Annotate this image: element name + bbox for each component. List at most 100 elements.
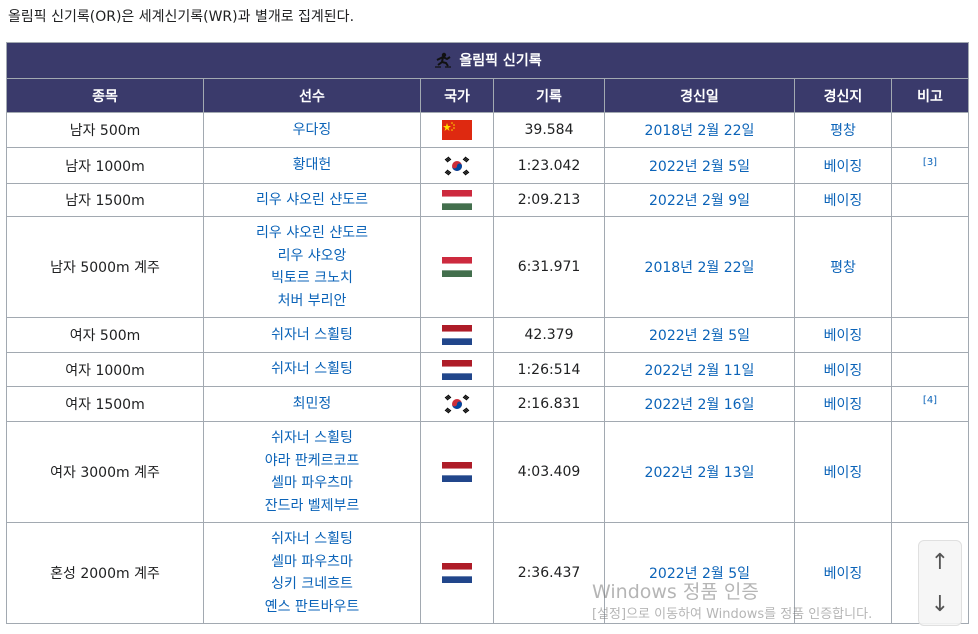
event-cell: 남자 1000m (6, 147, 204, 184)
athlete-cell: 황대헌 (203, 147, 421, 184)
reference-link[interactable]: [3] (922, 156, 938, 168)
note-cell: [3] (890, 147, 970, 184)
athlete-link[interactable]: 싱키 크네흐트 (271, 576, 353, 592)
date-link[interactable]: 2022년 2월 13일 (644, 465, 755, 481)
athlete-link[interactable]: 셀마 파우츠마 (271, 475, 353, 491)
event-cell: 여자 1500m (6, 386, 204, 422)
athlete-link[interactable]: 최민정 (292, 395, 332, 412)
country-cell (420, 421, 494, 523)
hungary-flag-icon[interactable] (442, 190, 472, 210)
venue-link[interactable]: 베이징 (823, 158, 863, 175)
venue-link[interactable]: 베이징 (823, 465, 863, 481)
athlete-cell: 쉬자너 스휠팅 (203, 317, 421, 353)
hungary-flag-icon[interactable] (442, 257, 472, 277)
china-flag-icon[interactable] (442, 120, 472, 140)
short-track-skater-icon (433, 52, 453, 68)
venue-link[interactable]: 베이징 (823, 193, 863, 209)
record-cell: 2:36.437 (493, 522, 605, 624)
date-cell: 2018년 2월 22일 (604, 216, 795, 318)
athlete-link[interactable]: 쉬자너 스휠팅 (271, 361, 353, 378)
athlete-link[interactable]: 잔드라 벨제부르 (264, 497, 360, 514)
table-row: 남자 500m 우다징 39.584 2018년 2월 22일 평창 (6, 112, 970, 148)
athlete-cell: 쉬자너 스휠팅 (203, 352, 421, 387)
venue-link[interactable]: 평창 (830, 260, 856, 276)
date-cell: 2022년 2월 11일 (604, 352, 795, 387)
athlete-link[interactable]: 쉬자너 스휠팅 (271, 531, 353, 547)
table-row: 여자 1000m 쉬자너 스휠팅 1:26:514 2022년 2월 11일 베이징 (6, 352, 970, 387)
date-cell: 2022년 2월 13일 (604, 421, 795, 523)
netherlands-flag-icon[interactable] (442, 563, 472, 583)
athlete-link[interactable]: 처버 부리안 (277, 292, 347, 309)
country-cell (420, 112, 494, 148)
note-cell (890, 421, 970, 523)
record-cell: 42.379 (493, 317, 605, 353)
country-cell (420, 216, 494, 318)
athlete-link[interactable]: 리우 샤오앙 (277, 247, 347, 264)
table-row: 여자 3000m 계주 쉬자너 스휠팅 야라 판케르코프 셀마 파우츠마 잔드라 벨제부… (6, 421, 970, 523)
country-cell (420, 386, 494, 422)
venue-cell: 베이징 (794, 183, 892, 217)
venue-cell: 평창 (794, 112, 892, 148)
athlete-link[interactable]: 쉬자너 스휠팅 (271, 326, 353, 343)
athlete-link[interactable]: 셀마 파우츠마 (271, 553, 353, 570)
event-cell: 혼성 2000m 계주 (6, 522, 204, 624)
scroll-down-icon[interactable]: ↓ (930, 591, 950, 617)
venue-link[interactable]: 베이징 (823, 566, 863, 582)
header-date: 경신일 (604, 78, 795, 113)
header-athlete: 선수 (203, 78, 421, 113)
venue-cell: 베이징 (794, 386, 892, 422)
table-row: 남자 1500m 리우 샤오린 샨도르 2:09.213 2022년 2월 9일 베이징 (6, 183, 970, 217)
table-caption: 올림픽 신기록 (5, 42, 970, 79)
netherlands-flag-icon[interactable] (442, 462, 472, 482)
athlete-link[interactable]: 야라 판케르코프 (264, 452, 360, 469)
date-cell: 2022년 2월 16일 (604, 386, 795, 422)
netherlands-flag-icon[interactable] (442, 325, 472, 345)
event-cell: 남자 5000m 계주 (6, 216, 204, 318)
date-link[interactable]: 2018년 2월 22일 (644, 123, 755, 139)
netherlands-flag-icon[interactable] (442, 359, 472, 380)
event-cell: 남자 500m (6, 112, 204, 148)
date-cell: 2022년 2월 9일 (604, 183, 795, 217)
date-link[interactable]: 2022년 2월 5일 (649, 328, 750, 344)
athlete-link[interactable]: 쉬자너 스휠팅 (271, 430, 353, 446)
date-link[interactable]: 2018년 2월 22일 (644, 260, 755, 276)
athlete-link[interactable]: 리우 샤오린 샨도르 (256, 191, 368, 208)
reference-link[interactable]: [4] (922, 395, 938, 407)
venue-link[interactable]: 베이징 (823, 397, 863, 413)
athlete-cell: 최민정 (203, 386, 421, 422)
venue-cell: 베이징 (794, 522, 892, 624)
record-cell: 6:31.971 (493, 216, 605, 318)
venue-link[interactable]: 베이징 (823, 328, 863, 344)
athlete-link[interactable]: 우다징 (292, 121, 332, 138)
venue-link[interactable]: 베이징 (823, 362, 863, 379)
record-cell: 2:16.831 (493, 386, 605, 422)
athlete-link[interactable]: 빅토르 크노치 (271, 270, 353, 286)
country-cell (420, 317, 494, 353)
note-cell (890, 317, 970, 353)
korea-flag-icon[interactable] (442, 394, 472, 414)
record-cell: 39.584 (493, 112, 605, 148)
note-cell (890, 112, 970, 148)
scroll-buttons: ↑ ↓ (918, 540, 962, 626)
athlete-cell: 리우 샤오린 샨도르 (203, 183, 421, 217)
date-cell: 2022년 2월 5일 (604, 522, 795, 624)
korea-flag-icon[interactable] (442, 155, 472, 176)
scroll-up-icon[interactable]: ↑ (930, 549, 950, 575)
athlete-link[interactable]: 황대헌 (292, 157, 332, 174)
venue-cell: 베이징 (794, 317, 892, 353)
venue-cell: 베이징 (794, 147, 892, 184)
event-cell: 여자 1000m (6, 352, 204, 387)
header-note: 비고 (890, 78, 970, 113)
header-record: 기록 (493, 78, 605, 113)
date-link[interactable]: 2022년 2월 16일 (644, 397, 755, 413)
date-link[interactable]: 2022년 2월 11일 (644, 362, 755, 379)
athlete-link[interactable]: 옌스 판트바우트 (264, 598, 360, 615)
date-link[interactable]: 2022년 2월 9일 (649, 193, 750, 209)
date-link[interactable]: 2022년 2월 5일 (649, 566, 750, 582)
venue-link[interactable]: 평창 (830, 123, 856, 139)
date-link[interactable]: 2022년 2월 5일 (649, 158, 750, 175)
athlete-link[interactable]: 리우 샤오린 샨도르 (256, 225, 368, 241)
table-row: 여자 500m 쉬자너 스휠팅 42.379 2022년 2월 5일 베이징 (6, 317, 970, 353)
